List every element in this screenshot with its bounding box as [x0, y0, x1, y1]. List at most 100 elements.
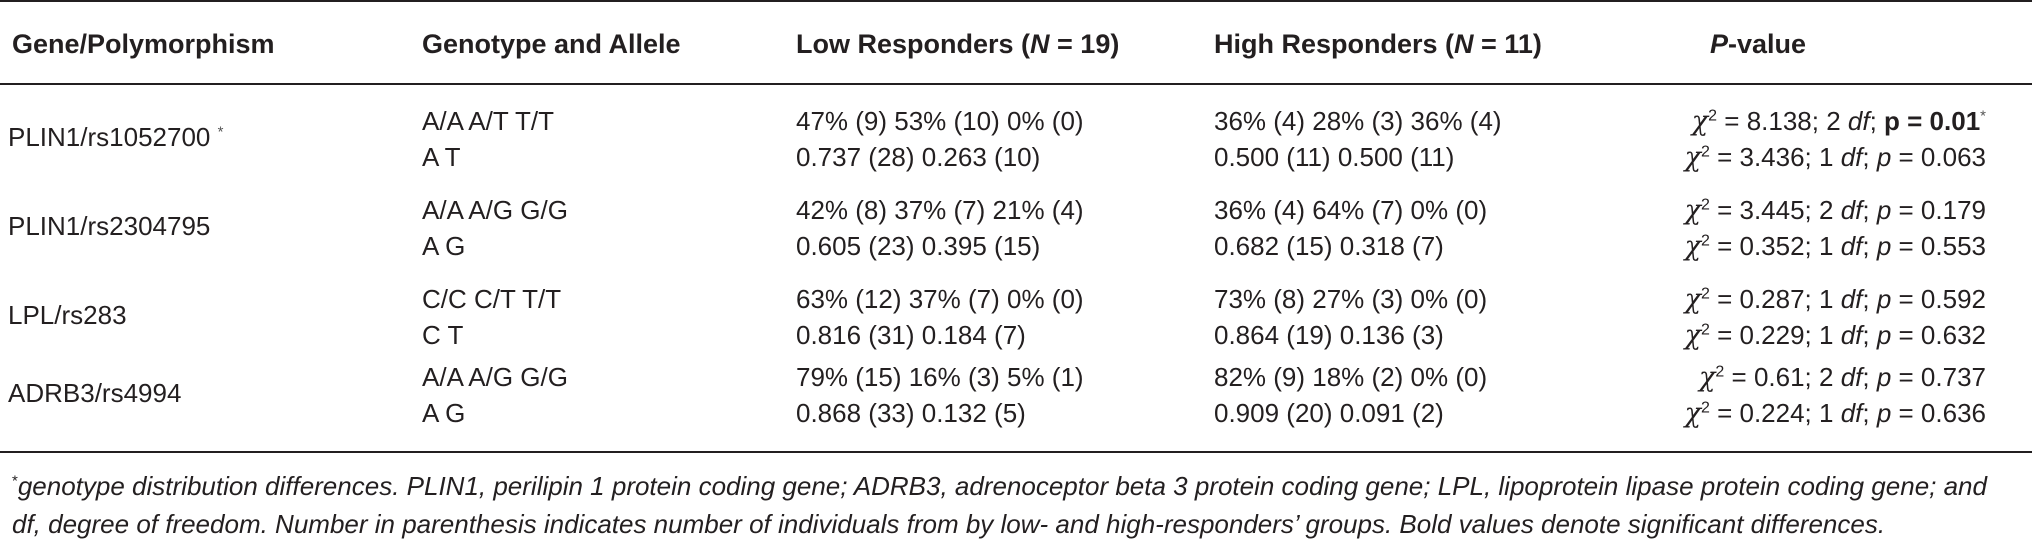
chi-value: = 3.436; 1 — [1709, 142, 1841, 172]
header-p-value: P-value — [1710, 28, 1806, 60]
row-low-genotype: 63% (12) 37% (7) 0% (0) — [796, 284, 1084, 314]
row-p-allele: χ2 = 0.224; 1 df; p = 0.636 — [1685, 397, 1986, 430]
chi-exponent: 2 — [1700, 196, 1710, 214]
p-label: p — [1876, 320, 1892, 350]
row-high-genotype: 36% (4) 64% (7) 0% (0) — [1214, 195, 1488, 225]
table-footnote: *genotype distribution differences. PLIN… — [12, 467, 2022, 543]
chi-symbol: χ — [1684, 231, 1701, 262]
chi-symbol: χ — [1684, 398, 1701, 429]
p-value: = 0.737 — [1891, 362, 1986, 392]
row-allele: A G — [422, 231, 466, 261]
df-label: df — [1840, 231, 1863, 261]
footnote-text: genotype distribution differences. PLIN1… — [12, 471, 1987, 539]
row-gene: ADRB3/rs4994 — [8, 378, 182, 408]
df-label: df — [1840, 142, 1863, 172]
chi-exponent: 2 — [1700, 321, 1710, 339]
header-p-italic: P — [1710, 29, 1729, 59]
row-p-allele: χ2 = 0.229; 1 df; p = 0.632 — [1685, 319, 1986, 352]
p-separator: ; — [1862, 362, 1877, 392]
row-low-genotype: 47% (9) 53% (10) 0% (0) — [796, 106, 1084, 136]
chi-symbol: χ — [1684, 284, 1701, 315]
chi-value: = 0.224; 1 — [1709, 398, 1841, 428]
row-high-genotype: 82% (9) 18% (2) 0% (0) — [1214, 362, 1488, 392]
row-high-allele: 0.909 (20) 0.091 (2) — [1214, 398, 1444, 428]
p-separator: ; — [1862, 195, 1877, 225]
row-p-allele: χ2 = 3.436; 1 df; p = 0.063 — [1685, 141, 1986, 174]
row-gene: PLIN1/rs1052700 * — [8, 121, 223, 153]
p-value: = 0.553 — [1891, 231, 1986, 261]
row-p-allele: χ2 = 0.352; 1 df; p = 0.553 — [1685, 230, 1986, 263]
p-separator: ; — [1869, 106, 1885, 136]
chi-symbol: χ — [1684, 195, 1701, 226]
chi-exponent: 2 — [1700, 232, 1710, 250]
row-genotype: A/A A/G G/G — [422, 362, 568, 392]
chi-exponent: 2 — [1700, 399, 1710, 417]
p-value: = 0.063 — [1891, 142, 1986, 172]
chi-exponent: 2 — [1700, 285, 1710, 303]
header-gene: Gene/Polymorphism — [12, 29, 275, 59]
chi-value: = 0.352; 1 — [1709, 231, 1841, 261]
row-p-genotype: χ2 = 0.287; 1 df; p = 0.592 — [1685, 283, 1986, 316]
row-low-genotype: 79% (15) 16% (3) 5% (1) — [796, 362, 1084, 392]
chi-exponent: 2 — [1700, 143, 1710, 161]
p-value: = 0.636 — [1891, 398, 1986, 428]
header-low-suffix: = 19) — [1049, 29, 1120, 59]
chi-exponent: 2 — [1708, 107, 1718, 125]
chi-value: = 3.445; 2 — [1709, 195, 1841, 225]
p-separator: ; — [1862, 142, 1877, 172]
row-low-allele: 0.737 (28) 0.263 (10) — [796, 142, 1041, 172]
chi-value: = 0.229; 1 — [1709, 320, 1841, 350]
header-high-suffix: = 11) — [1473, 29, 1542, 59]
p-label: p — [1876, 284, 1892, 314]
chi-symbol: χ — [1691, 106, 1709, 137]
p-separator: ; — [1862, 320, 1877, 350]
footnote-mark: * — [12, 472, 18, 490]
df-label: df — [1840, 284, 1863, 314]
header-low-n: N — [1030, 29, 1050, 59]
chi-value: = 8.138; 2 — [1717, 106, 1848, 136]
chi-value: = 0.61; 2 — [1724, 362, 1841, 392]
row-gene: LPL/rs283 — [8, 300, 127, 330]
row-high-allele: 0.864 (19) 0.136 (3) — [1214, 320, 1444, 350]
table-header-rule — [0, 83, 2032, 85]
header-high-prefix: High Responders ( — [1214, 29, 1455, 59]
row-genotype: A/A A/T T/T — [422, 106, 554, 136]
header-low-responders: Low Responders (N = 19) — [796, 28, 1119, 60]
p-separator: ; — [1862, 398, 1877, 428]
table-top-rule — [0, 0, 2032, 2]
row-gene-mark: * — [217, 123, 224, 141]
df-label: df — [1847, 106, 1870, 136]
row-low-allele: 0.605 (23) 0.395 (15) — [796, 231, 1041, 261]
chi-symbol: χ — [1684, 320, 1701, 351]
row-low-genotype: 42% (8) 37% (7) 21% (4) — [796, 195, 1084, 225]
row-p-genotype: χ2 = 3.445; 2 df; p = 0.179 — [1685, 194, 1986, 227]
df-label: df — [1840, 362, 1863, 392]
p-mark: * — [1980, 107, 1986, 125]
header-high-n: N — [1454, 29, 1474, 59]
row-allele: A T — [422, 142, 461, 172]
header-high-responders: High Responders (N = 11) — [1214, 28, 1542, 60]
p-label: p — [1876, 231, 1892, 261]
p-significant: p = 0.01 — [1884, 106, 1981, 136]
header-low-prefix: Low Responders ( — [796, 29, 1031, 59]
row-high-allele: 0.682 (15) 0.318 (7) — [1214, 231, 1444, 261]
row-allele: A G — [422, 398, 466, 428]
row-high-allele: 0.500 (11) 0.500 (11) — [1214, 142, 1455, 172]
p-value: = 0.592 — [1891, 284, 1986, 314]
chi-exponent: 2 — [1715, 363, 1725, 381]
chi-symbol: χ — [1699, 362, 1716, 393]
table-bottom-rule — [0, 451, 2032, 453]
p-value: = 0.632 — [1891, 320, 1986, 350]
row-p-genotype: χ2 = 0.61; 2 df; p = 0.737 — [1699, 361, 1986, 394]
header-p-rest: -value — [1728, 29, 1807, 59]
df-label: df — [1840, 320, 1863, 350]
chi-symbol: χ — [1684, 142, 1701, 173]
p-separator: ; — [1862, 284, 1877, 314]
row-high-genotype: 73% (8) 27% (3) 0% (0) — [1214, 284, 1488, 314]
p-label: p — [1876, 398, 1892, 428]
row-high-genotype: 36% (4) 28% (3) 36% (4) — [1214, 106, 1502, 136]
chi-value: = 0.287; 1 — [1709, 284, 1841, 314]
header-genotype: Genotype and Allele — [422, 29, 681, 59]
p-label: p — [1876, 142, 1892, 172]
row-genotype: C/C C/T T/T — [422, 284, 562, 314]
